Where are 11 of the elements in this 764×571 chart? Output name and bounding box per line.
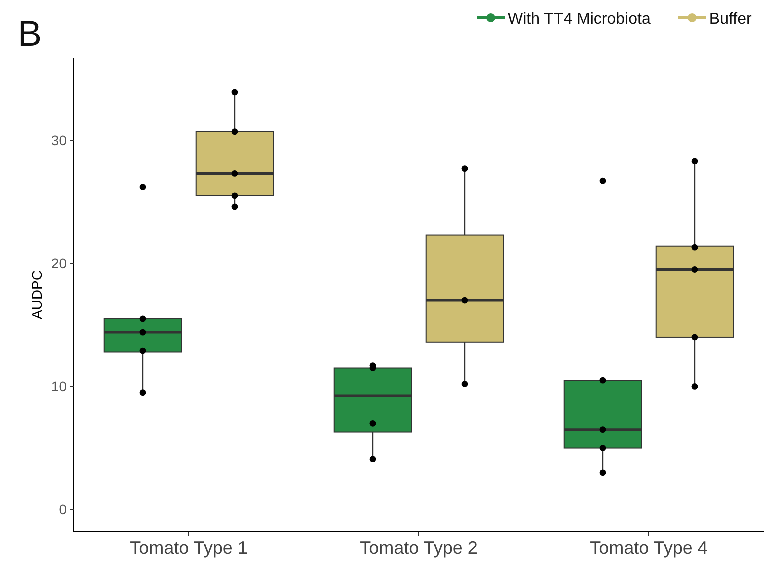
chart-title: B xyxy=(18,13,42,54)
y-tick-label: 10 xyxy=(51,378,68,395)
legend-label: With TT4 Microbiota xyxy=(508,11,651,28)
y-tick-label: 20 xyxy=(51,256,68,272)
x-tick-label: Tomato Type 4 xyxy=(590,538,708,558)
y-axis-title: AUDPC xyxy=(29,270,45,320)
y-tick-label: 30 xyxy=(51,132,68,148)
y-tick-label: 0 xyxy=(59,502,68,518)
x-tick-label: Tomato Type 2 xyxy=(360,538,478,558)
legend-label: Buffer xyxy=(709,11,752,28)
x-tick-label: Tomato Type 1 xyxy=(130,538,248,558)
